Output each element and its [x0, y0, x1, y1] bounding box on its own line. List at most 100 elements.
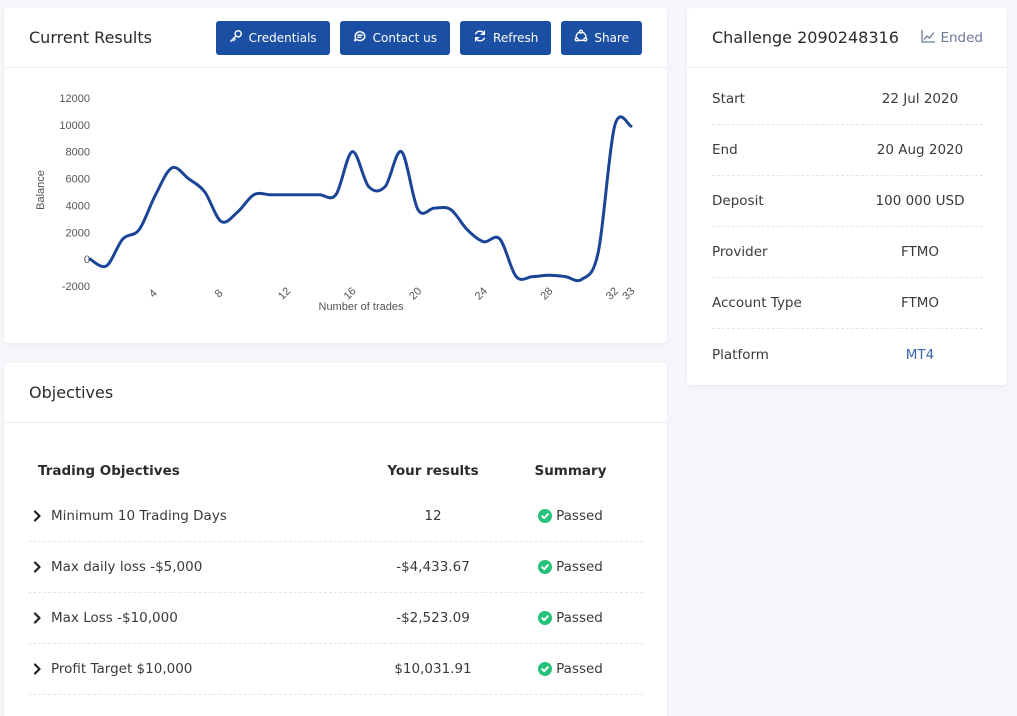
challenge-title: Challenge 2090248316: [712, 28, 899, 47]
y-tick-label: 2000: [66, 227, 90, 239]
objective-row-max-loss[interactable]: Max Loss -$10,000 -$2,523.09 Passed: [28, 593, 643, 644]
share-icon: [574, 29, 588, 46]
contact-us-label: Contact us: [372, 30, 438, 45]
challenge-status: Ended: [921, 29, 983, 47]
info-row-deposit: Deposit 100 000 USD: [712, 176, 983, 227]
status-text: Passed: [556, 507, 603, 524]
refresh-label: Refresh: [493, 30, 539, 45]
status-text: Passed: [556, 558, 603, 575]
check-circle-icon: [538, 508, 553, 523]
status-badge: Passed: [538, 508, 603, 524]
y-axis-ticks: -2000 0 2000 4000 6000 8000 10000 12000: [59, 93, 90, 293]
challenge-card: Challenge 2090248316 Ended Start 22 Jul …: [687, 8, 1007, 385]
objectives-table-header: Trading Objectives Your results Summary: [28, 451, 643, 491]
platform-link[interactable]: MT4: [905, 346, 935, 363]
objective-row-profit-target[interactable]: Profit Target $10,000 $10,031.91 Passed: [28, 644, 643, 695]
status-text: Passed: [556, 660, 603, 677]
challenge-status-text: Ended: [940, 29, 983, 46]
results-toolbar: Credentials Contact us Refresh Share: [215, 20, 642, 55]
refresh-icon: [473, 29, 487, 46]
objectives-header: Objectives: [4, 363, 667, 423]
balance-chart-svg: -2000 0 2000 4000 6000 8000 10000 12000 4 8 12 16 2…: [35, 93, 637, 313]
y-tick-label: 8000: [66, 147, 90, 159]
objective-name: Profit Target $10,000: [51, 661, 193, 677]
chevron-right-icon[interactable]: [32, 510, 42, 522]
objectives-title: Objectives: [29, 383, 114, 402]
contact-us-button[interactable]: Contact us: [339, 20, 451, 55]
status-text: Passed: [556, 609, 603, 626]
y-tick-label: -2000: [62, 281, 90, 293]
info-label: Provider: [712, 244, 768, 260]
objectives-card: Objectives Trading Objectives Your resul…: [4, 363, 667, 716]
objective-result: 12: [424, 508, 442, 524]
info-row-provider: Provider FTMO: [712, 227, 983, 278]
current-results-card: Current Results Credentials Contact us R…: [4, 8, 667, 343]
objective-result: -$2,523.09: [396, 610, 470, 626]
x-tick-label: 20: [407, 285, 424, 302]
share-label: Share: [594, 30, 629, 45]
objective-name: Max daily loss -$5,000: [51, 559, 203, 575]
objective-name: Minimum 10 Trading Days: [51, 508, 227, 524]
objectives-table: Trading Objectives Your results Summary …: [28, 451, 643, 695]
balance-series-line: [88, 115, 633, 283]
info-label: Platform: [712, 346, 769, 363]
objective-result: $10,031.91: [394, 661, 472, 677]
line-chart-icon: [921, 29, 936, 47]
objective-row-max-daily-loss[interactable]: Max daily loss -$5,000 -$4,433.67 Passed: [28, 542, 643, 593]
x-tick-label: 33: [620, 285, 637, 302]
credentials-label: Credentials: [248, 30, 317, 45]
header-trading-objectives: Trading Objectives: [38, 463, 180, 479]
info-label: End: [712, 142, 738, 158]
info-value: 20 Aug 2020: [876, 142, 964, 158]
refresh-button[interactable]: Refresh: [460, 20, 552, 55]
x-tick-label: 4: [147, 287, 160, 300]
info-value: FTMO: [900, 244, 940, 260]
check-circle-icon: [538, 661, 553, 676]
challenge-header: Challenge 2090248316 Ended: [687, 8, 1007, 68]
check-circle-icon: [538, 559, 553, 574]
objective-result: -$4,433.67: [396, 559, 470, 575]
x-tick-label: 28: [538, 285, 555, 302]
info-value: 22 Jul 2020: [881, 91, 959, 107]
x-tick-label: 8: [213, 287, 226, 300]
info-value: FTMO: [900, 295, 940, 311]
x-tick-label: 12: [276, 285, 293, 302]
chevron-right-icon[interactable]: [32, 663, 42, 675]
y-tick-label: 10000: [59, 120, 90, 132]
y-tick-label: 6000: [66, 174, 90, 186]
info-row-platform: Platform MT4: [712, 329, 983, 380]
check-circle-icon: [538, 610, 553, 625]
objective-row-trading-days[interactable]: Minimum 10 Trading Days 12 Passed: [28, 491, 643, 542]
info-label: Account Type: [712, 295, 802, 311]
chat-icon: [353, 29, 367, 46]
header-your-results: Your results: [387, 463, 479, 479]
results-header: Current Results Credentials Contact us R…: [4, 8, 667, 68]
credentials-button[interactable]: Credentials: [215, 20, 330, 55]
chevron-right-icon[interactable]: [32, 612, 42, 624]
header-summary: Summary: [534, 463, 607, 479]
y-tick-label: 0: [84, 254, 90, 266]
x-axis-ticks: 4 8 12 16 20 24 28 32 33: [147, 285, 637, 302]
info-row-account-type: Account Type FTMO: [712, 278, 983, 329]
y-tick-label: 4000: [66, 200, 90, 212]
status-badge: Passed: [538, 610, 603, 626]
share-button[interactable]: Share: [561, 20, 642, 55]
key-icon: [229, 29, 243, 46]
balance-chart: -2000 0 2000 4000 6000 8000 10000 12000 4 8 12 16 2…: [4, 68, 667, 343]
objective-name: Max Loss -$10,000: [51, 610, 178, 626]
info-label: Deposit: [712, 193, 764, 209]
challenge-info-list: Start 22 Jul 2020 End 20 Aug 2020 Deposi…: [712, 74, 983, 380]
results-title: Current Results: [29, 28, 152, 47]
info-row-end: End 20 Aug 2020: [712, 125, 983, 176]
x-tick-label: 16: [342, 285, 359, 302]
status-badge: Passed: [538, 661, 603, 677]
info-value: 100 000 USD: [875, 193, 965, 209]
info-label: Start: [712, 91, 745, 107]
y-tick-label: 12000: [59, 93, 90, 105]
y-axis-label: Balance: [35, 170, 47, 210]
status-badge: Passed: [538, 559, 603, 575]
x-tick-label: 32: [604, 285, 621, 302]
x-axis-label: Number of trades: [319, 301, 404, 313]
chevron-right-icon[interactable]: [32, 561, 42, 573]
info-row-start: Start 22 Jul 2020: [712, 74, 983, 125]
